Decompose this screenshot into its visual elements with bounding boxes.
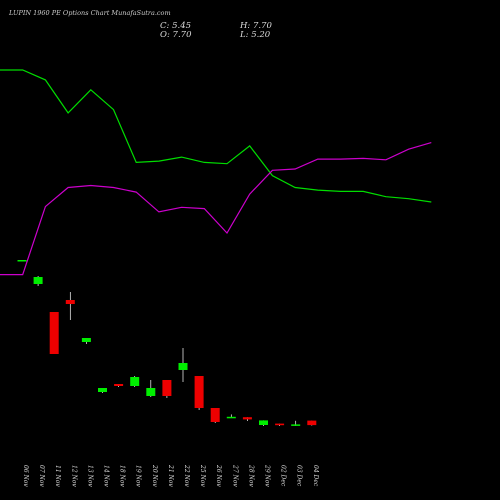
x-axis-ticks: 06 Nov 07 Nov 11 Nov 12 Nov 13 Nov 14 Nov 18 N… — [22, 464, 319, 487]
close-number: 5.45 — [172, 21, 192, 31]
candle-03-dec — [291, 420, 301, 426]
candle-body — [178, 363, 188, 370]
candle-body — [194, 376, 204, 408]
close-label: C: — [160, 21, 170, 31]
candle-body — [242, 417, 252, 420]
candle-08-nov — [49, 312, 59, 354]
close-value: C: 5.45 — [160, 21, 191, 31]
candle-19-nov — [146, 380, 156, 397]
tick-label: 12 Nov — [70, 465, 77, 487]
high-number: 7.70 — [252, 21, 272, 31]
candle-28-nov — [242, 417, 252, 421]
candle-body — [130, 377, 140, 386]
candle-04-dec — [307, 420, 317, 426]
indicator-lines — [0, 69, 432, 276]
tick-label: 06 Nov — [22, 465, 29, 487]
tick-label: 14 Nov — [103, 465, 110, 487]
candle-26-nov — [210, 408, 220, 423]
candle-body — [17, 260, 27, 262]
candle-body — [291, 424, 301, 426]
candle-02-dec — [275, 423, 285, 426]
candle-body — [65, 300, 75, 304]
tick-label: 04 Dec — [312, 465, 319, 487]
high-value: H: 7.70 — [240, 21, 272, 31]
tick-label: 13 Nov — [86, 465, 93, 487]
candle-25-nov — [194, 376, 204, 410]
candle-body — [259, 420, 268, 425]
tick-label: 26 Nov — [215, 464, 222, 487]
indicator-line-2 — [0, 142, 432, 276]
tick-label: 25 Nov — [199, 464, 206, 487]
candle-14-nov — [114, 384, 124, 387]
candle-body — [275, 423, 285, 426]
indicator-line-1 — [0, 69, 432, 203]
candle-13-nov — [98, 388, 107, 393]
tick-label: 03 Dec — [296, 465, 303, 487]
tick-label: 27 Nov — [231, 464, 238, 487]
candle-body — [81, 338, 91, 342]
chart-title: LUPIN 1960 PE Options Chart MunafaSutra.… — [9, 9, 171, 17]
open-number: 7.70 — [172, 30, 192, 40]
tick-label: 11 Nov — [54, 465, 61, 487]
candle-06-nov — [17, 260, 27, 262]
high-label: H: — [240, 21, 251, 31]
candle-body — [226, 416, 236, 419]
low-number: 5.20 — [251, 30, 271, 40]
tick-label: 22 Nov — [183, 464, 190, 487]
candle-body — [114, 384, 124, 386]
candle-12-nov — [81, 338, 91, 344]
candle-18-nov — [130, 376, 140, 387]
tick-label: 18 Nov — [119, 465, 126, 487]
tick-label: 19 Nov — [135, 465, 142, 487]
tick-label: 02 Dec — [280, 465, 287, 487]
candle-29-nov — [259, 420, 268, 426]
tick-label: 28 Nov — [247, 464, 254, 487]
candle-body — [33, 277, 43, 284]
tick-label: 29 Nov — [264, 464, 271, 487]
candle-body — [146, 388, 156, 396]
candle-body — [162, 380, 172, 396]
open-label: O: — [160, 30, 170, 40]
candle-07-nov — [33, 276, 43, 286]
candle-27-nov — [226, 414, 236, 419]
tick-label: 07 Nov — [38, 465, 45, 487]
open-value: O: 7.70 — [160, 30, 191, 40]
low-label: L: — [240, 30, 249, 40]
candle-body — [307, 420, 317, 426]
candle-body — [49, 312, 59, 354]
candle-21-nov — [162, 380, 172, 398]
tick-label: 21 Nov — [167, 464, 174, 487]
candle-body — [98, 388, 107, 392]
tick-label: 20 Nov — [151, 464, 158, 487]
candle-11-nov — [65, 292, 75, 320]
candle-22-nov — [178, 348, 188, 382]
low-value: L: 5.20 — [240, 30, 270, 40]
candles — [17, 260, 317, 426]
candle-body — [210, 408, 220, 422]
